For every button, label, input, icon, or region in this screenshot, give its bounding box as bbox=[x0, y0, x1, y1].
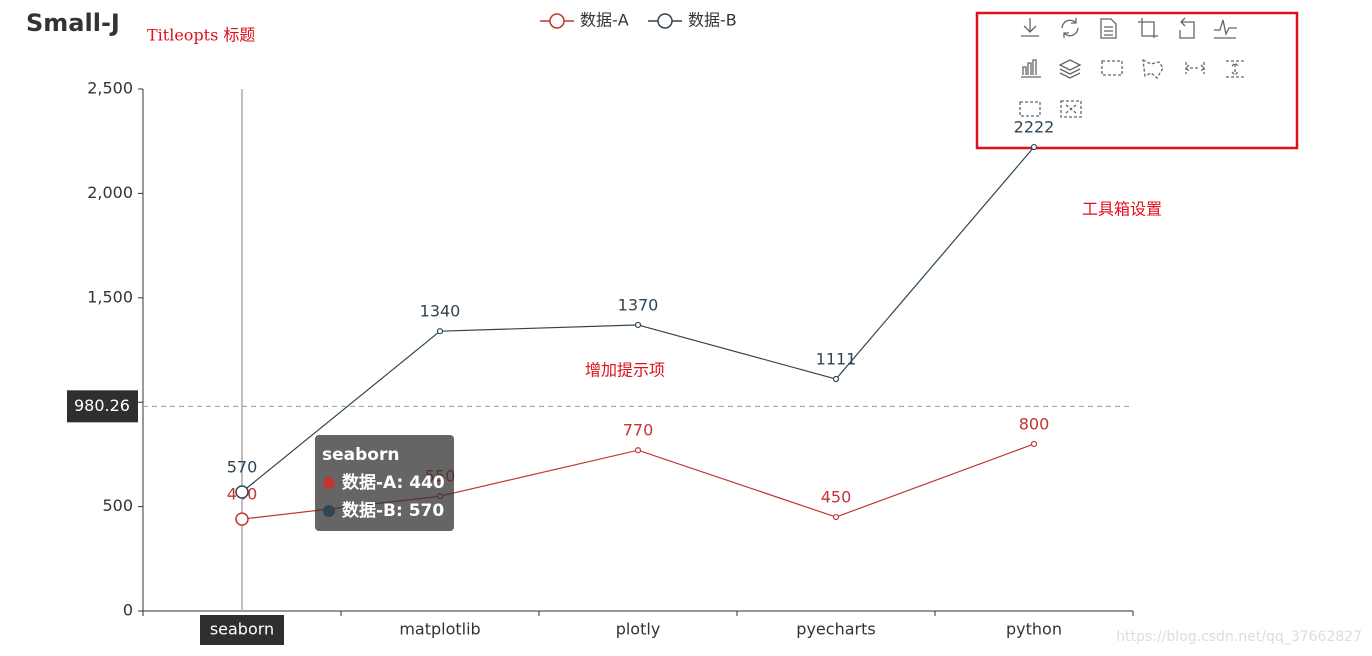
y-tick-label: 0 bbox=[123, 601, 133, 620]
data-point bbox=[832, 513, 840, 521]
tooltip-item: 数据-A: 440 bbox=[342, 472, 445, 493]
y-tick-label: 1,500 bbox=[87, 287, 133, 306]
data-label: 570 bbox=[227, 457, 258, 476]
clear-icon[interactable] bbox=[1226, 60, 1244, 78]
data-label: 1370 bbox=[618, 295, 659, 314]
y-tick-label: 2,500 bbox=[87, 79, 133, 98]
brush-clear-icon[interactable] bbox=[1060, 100, 1082, 118]
tooltip-title: seaborn bbox=[322, 445, 399, 465]
annotation: 增加提示项 bbox=[585, 361, 665, 380]
data-label: 2222 bbox=[1014, 118, 1055, 137]
data-label: 1111 bbox=[816, 350, 857, 369]
chart-title: Small-J bbox=[26, 9, 120, 37]
legend-label: 数据-A bbox=[580, 11, 629, 30]
tooltip: seaborn 数据-A: 440 数据-B: 570 bbox=[315, 435, 454, 531]
x-tick-label: pyecharts bbox=[796, 620, 875, 639]
stack-icon[interactable] bbox=[1058, 59, 1082, 79]
x-tick-label: seaborn bbox=[210, 620, 274, 639]
data-label: 800 bbox=[1019, 414, 1050, 433]
data-point bbox=[1030, 440, 1038, 448]
x-tick-label: plotly bbox=[616, 620, 661, 639]
watermark: https://blog.csdn.net/qq_37662827 bbox=[1116, 629, 1362, 645]
y-tick-label: 2,000 bbox=[87, 183, 133, 202]
tooltip-bg bbox=[315, 435, 454, 531]
brush-icon[interactable] bbox=[1019, 101, 1041, 117]
annotation: Titleopts 标题 bbox=[147, 26, 255, 45]
legend-symbol bbox=[657, 13, 673, 29]
tooltip-marker bbox=[323, 477, 335, 489]
data-view-icon[interactable] bbox=[1100, 18, 1117, 39]
legend-label: 数据-B bbox=[688, 11, 737, 30]
data-label: 770 bbox=[623, 421, 654, 440]
data-point bbox=[436, 328, 444, 335]
data-point bbox=[235, 485, 249, 499]
x-tick-label: python bbox=[1006, 620, 1062, 639]
legend-symbol bbox=[549, 13, 565, 29]
rect-select-icon[interactable] bbox=[1101, 60, 1123, 76]
keep-icon[interactable] bbox=[1185, 62, 1205, 74]
zoom-icon[interactable] bbox=[1138, 18, 1158, 38]
toolbox-frame bbox=[975, 11, 1299, 150]
data-label: 450 bbox=[821, 488, 852, 507]
tooltip-marker bbox=[323, 505, 335, 517]
data-label: 1340 bbox=[420, 302, 461, 321]
restore-icon[interactable] bbox=[1061, 18, 1079, 38]
axis-pointer-label: 980.26 bbox=[74, 396, 130, 415]
data-point bbox=[634, 447, 642, 454]
data-point bbox=[235, 512, 249, 526]
save-icon[interactable] bbox=[1021, 18, 1039, 37]
axis-pointer-label-bg bbox=[67, 390, 138, 423]
annotation: 工具箱设置 bbox=[1082, 200, 1162, 219]
axis-pointer-label-bg bbox=[200, 615, 284, 645]
data-point bbox=[832, 375, 840, 383]
bar-icon[interactable] bbox=[1021, 59, 1041, 78]
toolbox bbox=[1019, 17, 1244, 118]
tooltip-item: 数据-B: 570 bbox=[342, 500, 444, 521]
polygon-select-icon[interactable] bbox=[1142, 58, 1164, 79]
data-point bbox=[634, 321, 642, 329]
x-tick-label: matplotlib bbox=[399, 620, 480, 639]
y-tick-label: 500 bbox=[102, 496, 133, 515]
data-point bbox=[1030, 143, 1038, 151]
zoom-back-icon[interactable] bbox=[1179, 17, 1195, 39]
line-icon[interactable] bbox=[1214, 19, 1237, 39]
